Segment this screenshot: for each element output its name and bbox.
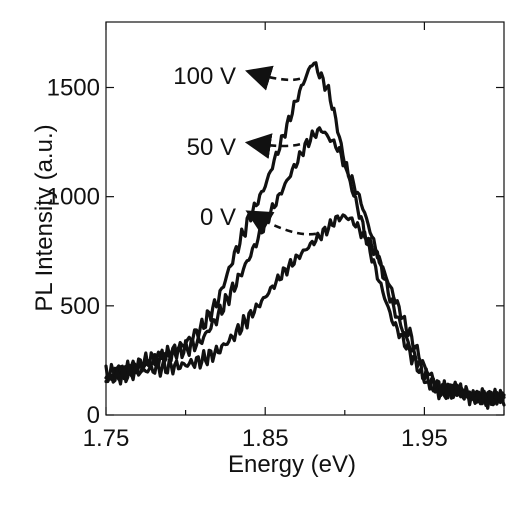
annotation-label: 100 V [173,63,236,90]
x-tick-label: 1.85 [242,425,289,452]
x-axis-title: Energy (eV) [228,451,356,478]
x-tick-label: 1.75 [83,425,130,452]
x-tick-label: 1.95 [401,425,448,452]
y-tick-label: 1500 [47,75,100,102]
y-tick-label: 0 [87,402,100,429]
annotation-label: 0 V [200,204,236,231]
y-tick-label: 500 [60,293,100,320]
series-layer [104,61,506,410]
plot-frame [105,21,505,416]
y-tick-label: 1000 [47,184,100,211]
y-axis: 0 500 1000 1500 [47,75,504,429]
y-axis-title: PL Intensity (a.u.) [31,124,58,311]
annotation-arrow [245,210,317,236]
annotation-arrow [244,133,301,159]
x-axis: 1.75 1.85 1.95 [83,22,505,452]
annotation-arrow [245,65,301,91]
annotation-label: 50 V [187,134,236,161]
series-line-50v [104,126,506,407]
annotation-layer: 100 V 50 V 0 V [173,63,317,236]
series-line-0v [104,213,506,410]
